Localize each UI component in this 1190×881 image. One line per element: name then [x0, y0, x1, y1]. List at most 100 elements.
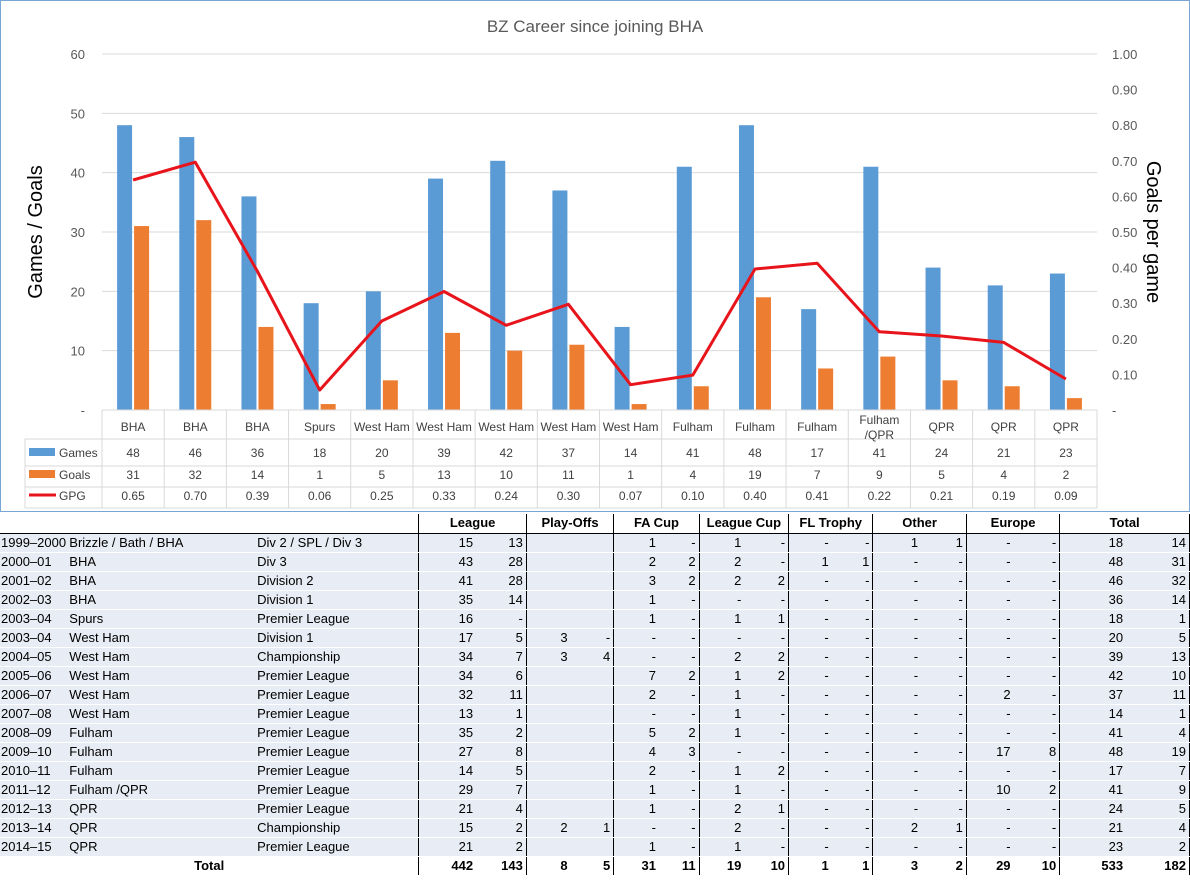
- stat-cell: [525, 837, 571, 857]
- club-cell: Fulham: [67, 761, 256, 781]
- games-bar: [241, 196, 257, 410]
- stat-cell: 1: [698, 761, 745, 781]
- stat-cell: -: [921, 742, 967, 762]
- stat-cell: 4: [613, 742, 659, 762]
- y2-tick-label: 0.90: [1112, 83, 1137, 98]
- stat-cell: -: [921, 590, 967, 610]
- stat-cell: [525, 533, 571, 553]
- stat-cell: 36: [1059, 590, 1127, 610]
- stat-cell: -: [872, 742, 922, 762]
- stat-cell: 1: [570, 818, 614, 838]
- games-value: 37: [562, 446, 576, 460]
- stat-cell: -: [831, 780, 873, 800]
- games-bar: [676, 166, 692, 410]
- career-stats-table: League Play-Offs FA Cup League Cup FL Trophy…: [0, 514, 1190, 875]
- stat-cell: 1: [613, 609, 659, 629]
- goals-bar: [382, 380, 398, 410]
- stat-cell: 1: [613, 780, 659, 800]
- stat-cell: 17: [965, 742, 1014, 762]
- goals-bar: [631, 404, 647, 410]
- table-row: 2000–01 BHA Div 3 43 28 2 2 2-1 1- - - -48 31: [0, 552, 1190, 572]
- stat-cell: 2: [476, 837, 527, 857]
- stat-cell: -: [872, 799, 922, 819]
- division-cell: Premier League: [255, 837, 419, 857]
- category-label-line: Fulham: [859, 413, 899, 427]
- stat-cell: -: [476, 609, 527, 629]
- total-cell: 5: [570, 855, 614, 875]
- goals-value: 1: [627, 468, 634, 482]
- table-row: 2011–12 Fulham /QPR Premier League 29 7 1-1- -…: [0, 780, 1190, 800]
- stat-cell: -: [921, 571, 967, 591]
- stat-cell: 17: [1059, 761, 1127, 781]
- club-cell: QPR: [67, 799, 256, 819]
- total-cell: 2: [921, 855, 967, 875]
- stat-cell: 1: [698, 837, 745, 857]
- stat-cell: -: [788, 647, 832, 667]
- stat-cell: 14: [1126, 533, 1190, 553]
- table-row: 2007–08 West Ham Premier League 13 1- -1- - - - -…: [0, 704, 1190, 724]
- total-cell: 10: [744, 855, 789, 875]
- games-bar: [614, 326, 630, 410]
- stat-cell: 9: [1126, 780, 1190, 800]
- goals-value: 4: [689, 468, 696, 482]
- stat-cell: -: [872, 761, 922, 781]
- table-row: 1999–2000 Brizzle / Bath / BHA Div 2 / SPL…: [0, 533, 1190, 553]
- legend-label: Goals: [59, 468, 90, 482]
- stat-cell: -: [613, 818, 659, 838]
- games-value: 41: [873, 446, 887, 460]
- stat-cell: -: [788, 837, 832, 857]
- stat-cell: [570, 609, 614, 629]
- stat-cell: 2: [744, 761, 789, 781]
- legend-swatch-goals: [29, 470, 55, 478]
- goals-value: 2: [1063, 468, 1070, 482]
- division-cell: Championship: [255, 818, 419, 838]
- games-value: 42: [500, 446, 514, 460]
- season-cell: 2007–08: [0, 704, 68, 724]
- stat-cell: -: [965, 647, 1014, 667]
- y2-tick-label: 0.50: [1112, 225, 1137, 240]
- gpg-value: 0.21: [930, 489, 954, 503]
- stat-cell: 6: [476, 666, 527, 686]
- y2-tick-label: 0.10: [1112, 367, 1137, 382]
- stat-cell: -: [1013, 647, 1060, 667]
- stat-cell: [570, 533, 614, 553]
- stat-cell: -: [921, 799, 967, 819]
- stat-cell: 8: [476, 742, 527, 762]
- stat-cell: -: [1013, 590, 1060, 610]
- stat-cell: -: [965, 818, 1014, 838]
- stat-cell: -: [921, 723, 967, 743]
- table-row: 2010–11 Fulham Premier League 14 5 2-1 2- - - - - -…: [0, 761, 1190, 781]
- stat-cell: 31: [1126, 552, 1190, 572]
- stat-cell: -: [788, 704, 832, 724]
- stat-cell: -: [658, 609, 700, 629]
- stat-cell: 32: [418, 685, 477, 705]
- stat-cell: -: [965, 704, 1014, 724]
- stat-cell: -: [658, 780, 700, 800]
- stat-cell: [570, 799, 614, 819]
- category-label: West Ham: [603, 420, 659, 434]
- stat-cell: -: [921, 552, 967, 572]
- stat-cell: 41: [1059, 780, 1127, 800]
- stat-cell: 13: [418, 704, 477, 724]
- season-cell: 2005–06: [0, 666, 68, 686]
- stat-cell: 14: [418, 761, 477, 781]
- games-value: 39: [437, 446, 451, 460]
- goals-value: 19: [748, 468, 762, 482]
- category-label: West Ham: [478, 420, 534, 434]
- stat-cell: -: [965, 552, 1014, 572]
- stat-cell: -: [698, 742, 745, 762]
- club-cell: Fulham: [67, 742, 256, 762]
- y2-tick-label: -: [1112, 403, 1116, 418]
- goals-value: 14: [251, 468, 265, 482]
- stat-cell: 2: [658, 571, 700, 591]
- stat-cell: -: [788, 628, 832, 648]
- stat-cell: 18: [1059, 609, 1127, 629]
- games-bar: [490, 160, 506, 410]
- stat-cell: 14: [1126, 590, 1190, 610]
- goals-value: 13: [437, 468, 451, 482]
- goals-value: 1: [316, 468, 323, 482]
- category-label: Fulham: [673, 420, 713, 434]
- season-cell: 2013–14: [0, 818, 68, 838]
- goals-bar: [755, 297, 771, 410]
- stat-cell: [525, 704, 571, 724]
